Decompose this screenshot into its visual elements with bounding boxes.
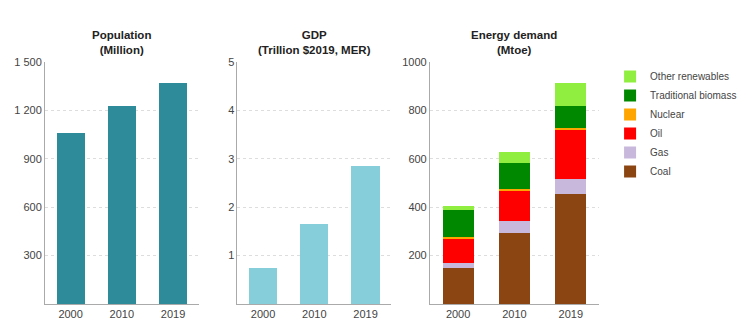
svg-text:400: 400 xyxy=(408,201,426,213)
svg-text:2019: 2019 xyxy=(353,308,377,320)
svg-text:GDP(Trillion $2019, MER): GDP(Trillion $2019, MER) xyxy=(258,29,371,56)
svg-text:2000: 2000 xyxy=(58,308,82,320)
svg-text:200: 200 xyxy=(408,249,426,261)
svg-text:2010: 2010 xyxy=(110,308,134,320)
svg-text:2010: 2010 xyxy=(502,308,526,320)
svg-text:1 500: 1 500 xyxy=(14,56,42,68)
svg-text:1000: 1000 xyxy=(402,56,426,68)
svg-text:Oil: Oil xyxy=(650,128,662,139)
svg-text:2019: 2019 xyxy=(559,308,583,320)
svg-text:Traditional biomass: Traditional biomass xyxy=(650,90,736,101)
svg-text:600: 600 xyxy=(23,201,41,213)
svg-text:800: 800 xyxy=(408,104,426,116)
svg-text:1: 1 xyxy=(228,249,234,261)
svg-text:600: 600 xyxy=(408,153,426,165)
svg-text:2000: 2000 xyxy=(251,308,275,320)
svg-text:Energy demand(Mtoe): Energy demand(Mtoe) xyxy=(471,29,557,56)
svg-text:5: 5 xyxy=(228,56,234,68)
svg-text:Coal: Coal xyxy=(650,166,671,177)
svg-text:2010: 2010 xyxy=(302,308,326,320)
svg-text:Other renewables: Other renewables xyxy=(650,71,729,82)
svg-text:4: 4 xyxy=(228,104,234,116)
svg-text:2: 2 xyxy=(228,201,234,213)
svg-text:300: 300 xyxy=(23,249,41,261)
svg-text:1 200: 1 200 xyxy=(14,104,42,116)
svg-text:Gas: Gas xyxy=(650,147,668,158)
svg-text:3: 3 xyxy=(228,153,234,165)
svg-text:900: 900 xyxy=(23,153,41,165)
svg-text:2000: 2000 xyxy=(446,308,470,320)
svg-text:Population(Million): Population(Million) xyxy=(92,29,151,56)
svg-text:2019: 2019 xyxy=(161,308,185,320)
svg-text:Nuclear: Nuclear xyxy=(650,109,685,120)
